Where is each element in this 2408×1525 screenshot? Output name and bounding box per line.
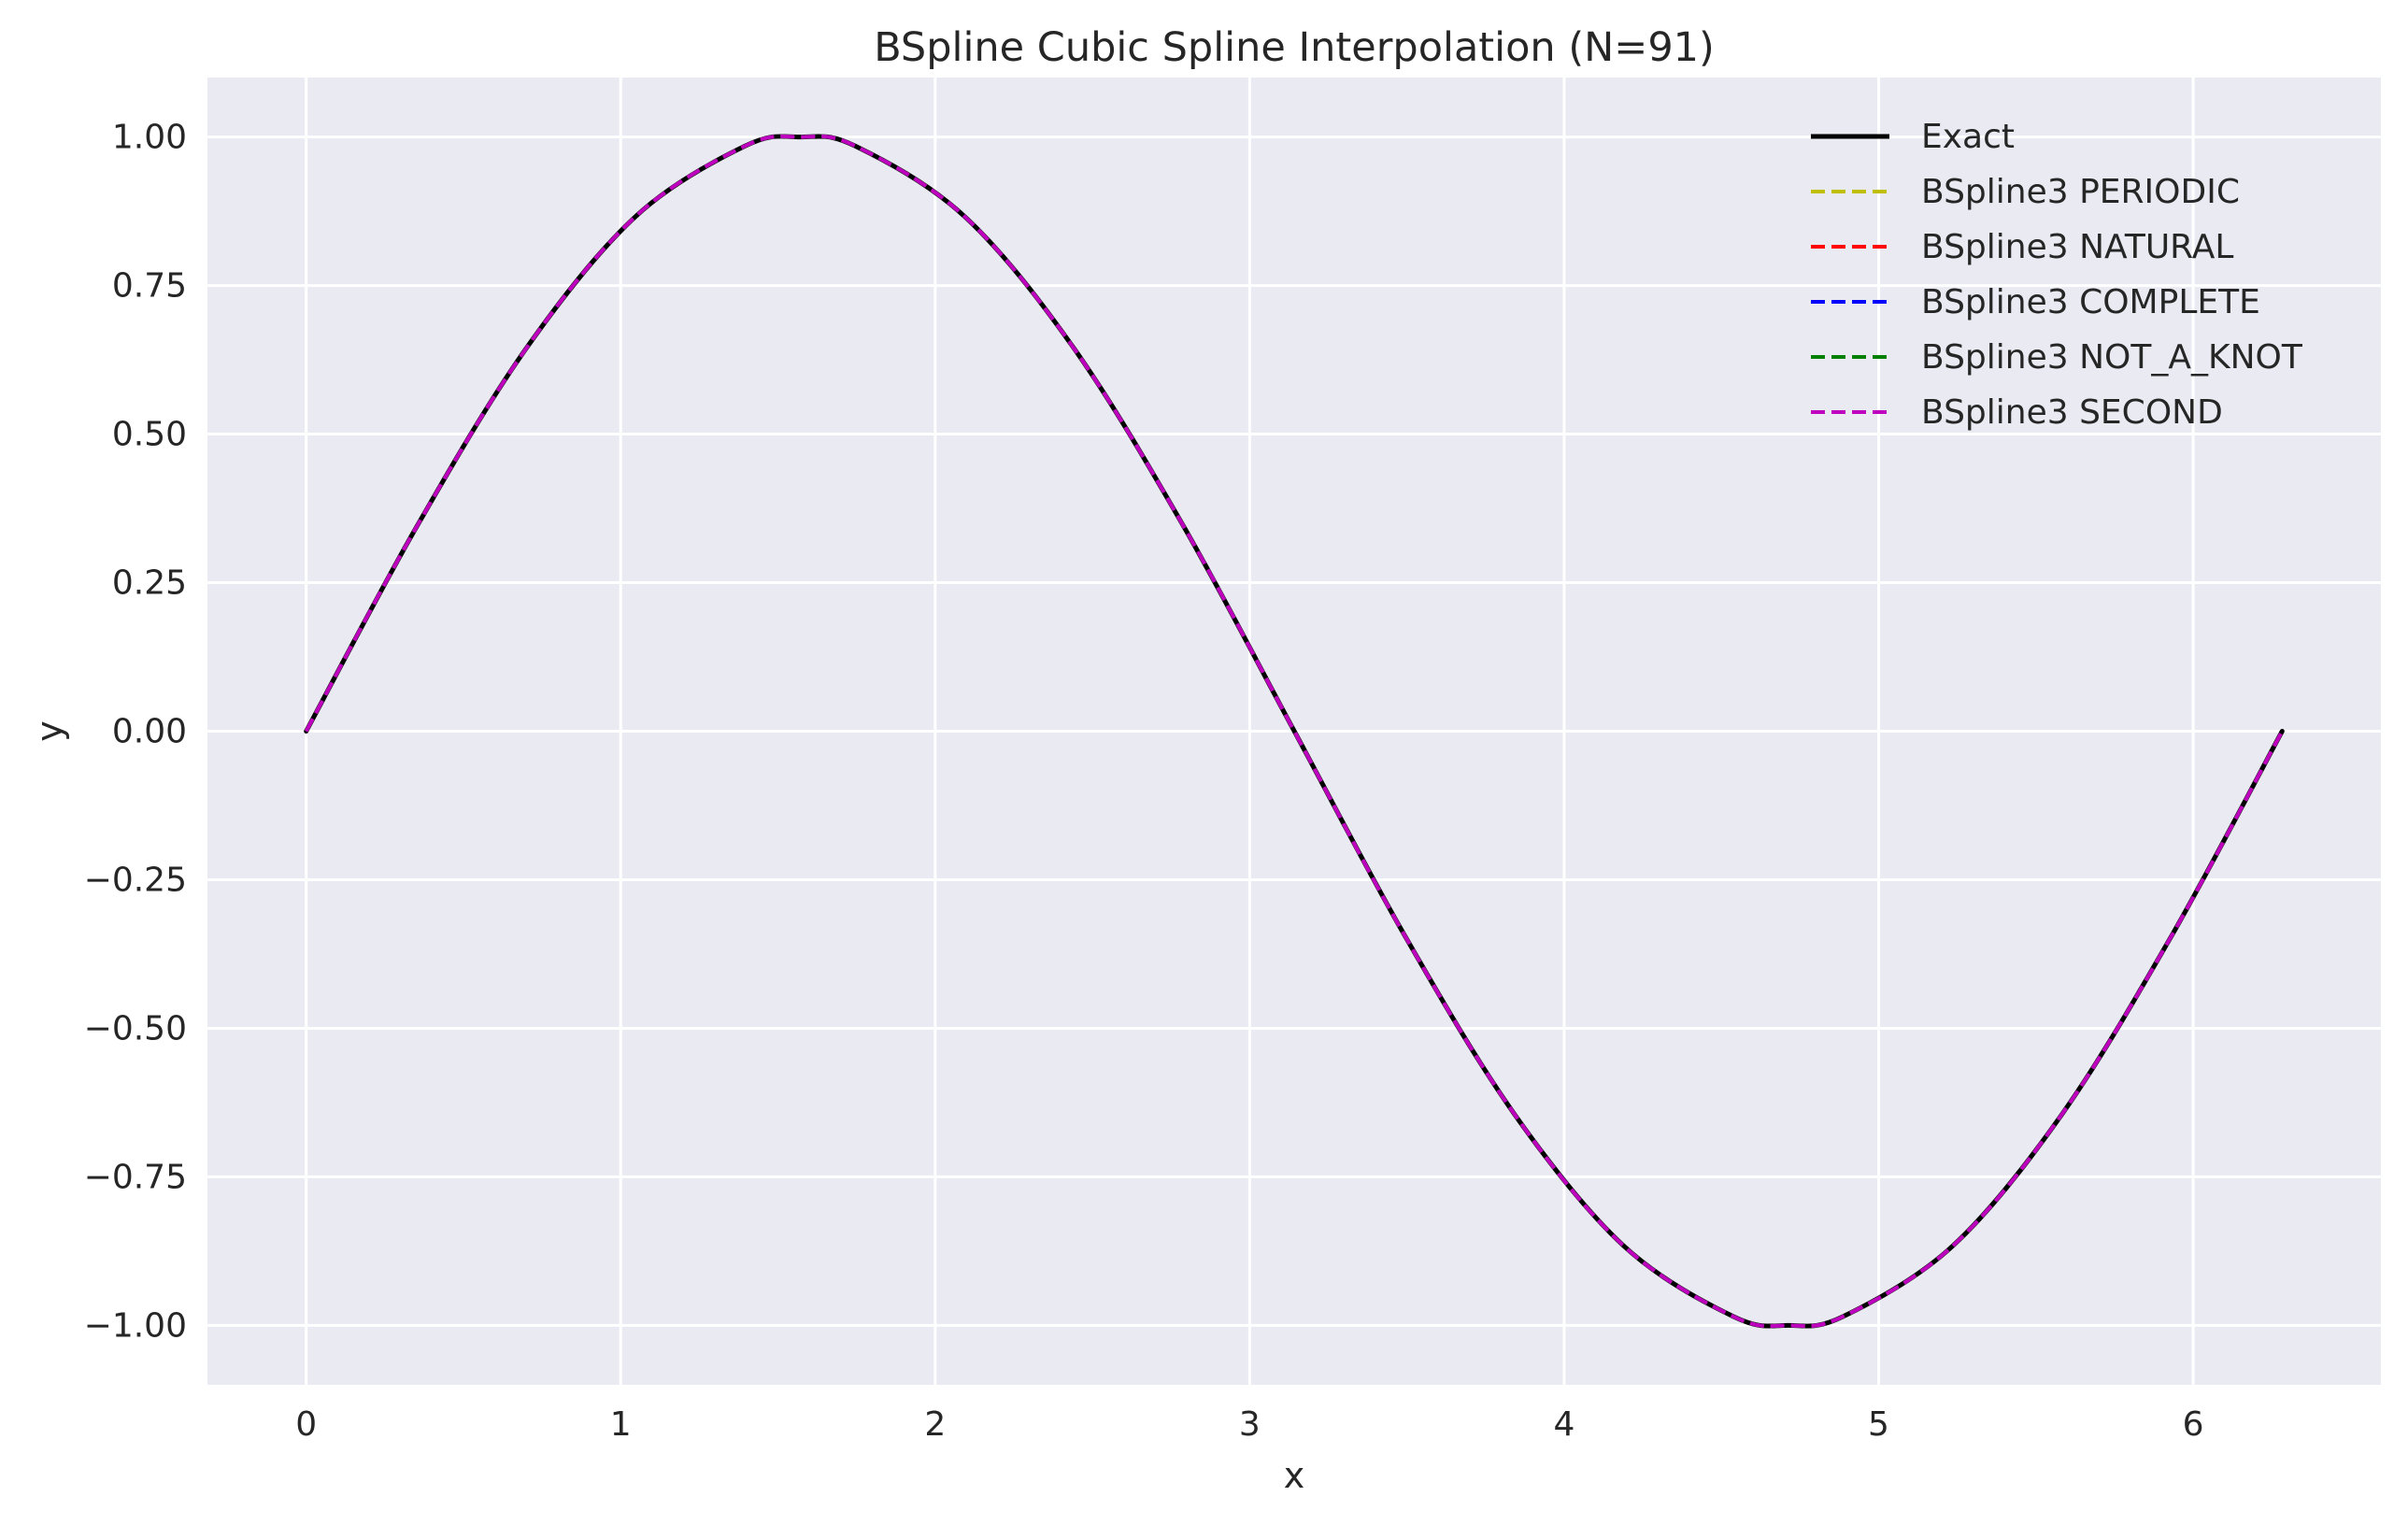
y-tick-label: −0.50 xyxy=(84,1009,187,1048)
y-tick-label: −1.00 xyxy=(84,1306,187,1345)
y-tick-label: −0.25 xyxy=(84,861,187,899)
y-tick-label: 0.75 xyxy=(112,267,187,306)
series-lines xyxy=(304,134,2285,1329)
legend-label-bspline3-natural: BSpline3 NATURAL xyxy=(1921,228,2233,266)
y-tick-label: −0.75 xyxy=(84,1158,187,1196)
x-tick-label: 0 xyxy=(295,1405,317,1444)
series-line-exact xyxy=(304,134,2285,1329)
legend-label-bspline3-complete: BSpline3 COMPLETE xyxy=(1921,283,2260,321)
y-tick-label: 0.00 xyxy=(112,713,187,751)
legend-label-bspline3-not-a-knot: BSpline3 NOT_A_KNOT xyxy=(1921,338,2303,377)
legend-label-exact: Exact xyxy=(1921,118,2015,156)
y-axis-label: y xyxy=(29,720,70,742)
legend-label-bspline3-second: BSpline3 SECOND xyxy=(1921,393,2223,432)
x-axis-label: x xyxy=(1284,1455,1305,1496)
x-tick-label: 3 xyxy=(1239,1405,1261,1444)
x-tick-labels: 0 1 2 3 4 5 6 xyxy=(295,1405,2203,1444)
y-tick-labels: 1.00 0.75 0.50 0.25 0.00 −0.25 −0.50 −0.75 −1.00 xyxy=(84,119,187,1346)
x-tick-label: 6 xyxy=(2183,1405,2204,1444)
grid-lines xyxy=(207,78,2381,1385)
x-tick-label: 2 xyxy=(924,1405,946,1444)
y-tick-label: 0.50 xyxy=(112,416,187,454)
legend-label-bspline3-periodic: BSpline3 PERIODIC xyxy=(1921,173,2240,211)
x-tick-label: 1 xyxy=(610,1405,632,1444)
y-tick-label: 0.25 xyxy=(112,564,187,603)
y-tick-label: 1.00 xyxy=(112,119,187,157)
x-tick-label: 4 xyxy=(1553,1405,1574,1444)
chart-title: BSpline Cubic Spline Interpolation (N=91… xyxy=(874,24,1715,71)
legend: Exact BSpline3 PERIODIC BSpline3 NATURAL BS… xyxy=(1811,118,2303,432)
x-tick-label: 5 xyxy=(1868,1405,1889,1444)
